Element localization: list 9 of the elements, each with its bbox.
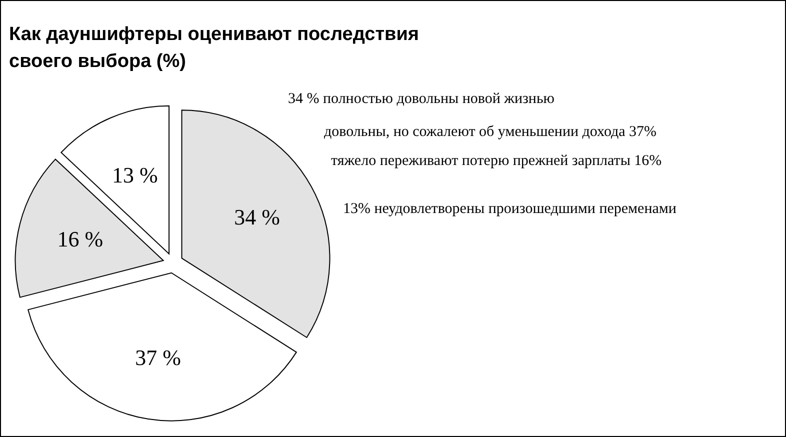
text: тяжело переживают потерю прежней зарплаты 16%: [331, 153, 662, 170]
data-label: 37 %: [135, 345, 181, 370]
text: довольны, но сожалеют об уменьшении дохода 37%: [324, 124, 657, 141]
data-label: 34 %: [234, 204, 280, 230]
text: 34 % полностью довольны новой жизнью: [288, 91, 554, 108]
data-label: 13 %: [112, 162, 158, 188]
text: 13% неудовлетворены произошедшими переменами: [343, 201, 676, 218]
chart-title: Как дауншифтеры оценивают последствия своего выбора (%): [9, 23, 420, 74]
data-label: 16 %: [57, 226, 104, 252]
